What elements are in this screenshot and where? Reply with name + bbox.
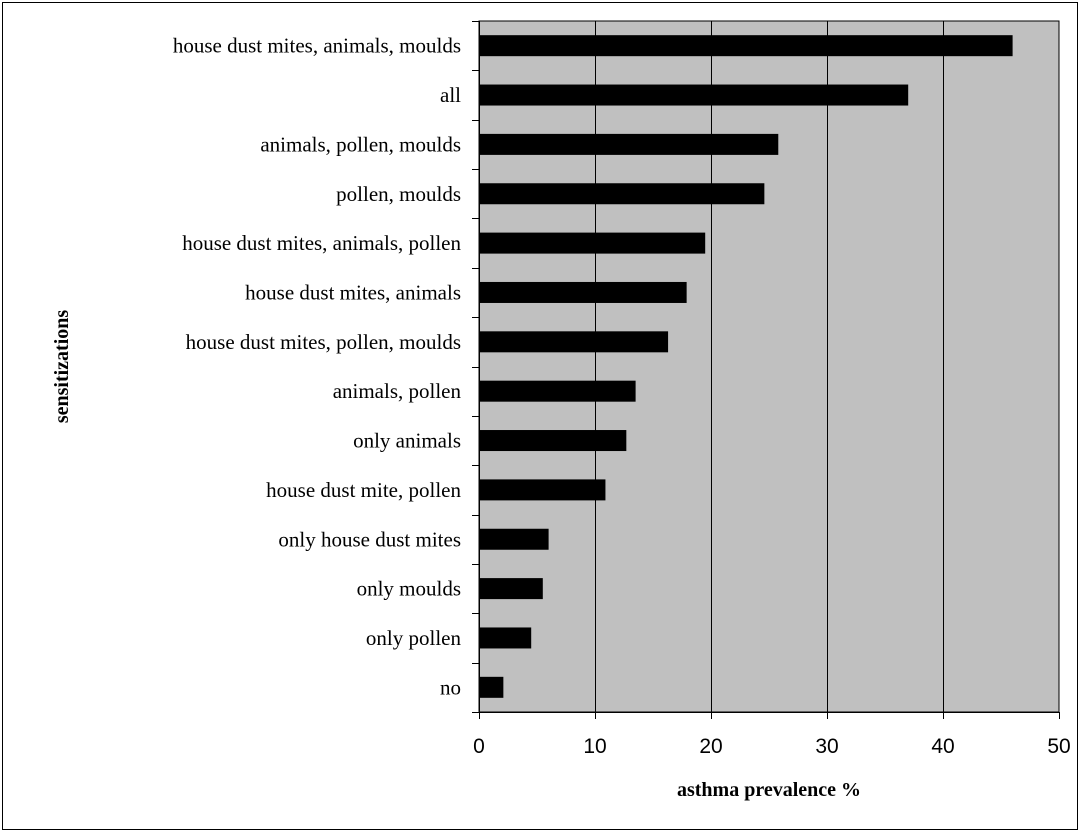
x-tick-label: 20 bbox=[699, 735, 722, 758]
axes bbox=[472, 21, 1060, 719]
category-label: house dust mites, animals, pollen bbox=[182, 231, 461, 255]
category-label: only house dust mites bbox=[278, 527, 461, 551]
bar-8 bbox=[479, 430, 627, 452]
bar-7 bbox=[479, 380, 636, 402]
bar-5 bbox=[479, 281, 687, 303]
bar-6 bbox=[479, 331, 669, 353]
bar-1 bbox=[479, 84, 909, 106]
bar-2 bbox=[479, 133, 779, 155]
category-label: only animals bbox=[353, 429, 461, 453]
category-label: only pollen bbox=[366, 626, 462, 650]
bar-10 bbox=[479, 528, 549, 550]
category-label: house dust mite, pollen bbox=[266, 478, 461, 502]
bar-4 bbox=[479, 232, 706, 254]
category-label: no bbox=[440, 675, 461, 699]
category-label: house dust mites, pollen, moulds bbox=[186, 330, 461, 354]
bars bbox=[479, 35, 1013, 698]
x-tick-label: 30 bbox=[815, 735, 838, 758]
bar-9 bbox=[479, 479, 606, 501]
category-label: all bbox=[440, 83, 461, 107]
category-label: pollen, moulds bbox=[336, 182, 461, 206]
plot-area bbox=[478, 20, 1060, 713]
x-tick-label: 40 bbox=[931, 735, 954, 758]
category-label: house dust mites, animals bbox=[245, 280, 461, 304]
bar-0 bbox=[479, 35, 1013, 57]
x-tick-label: 50 bbox=[1047, 735, 1070, 758]
x-tick-label: 0 bbox=[473, 735, 485, 758]
bar-11 bbox=[479, 578, 543, 600]
category-label: house dust mites, animals, moulds bbox=[173, 34, 461, 58]
x-axis-title: asthma prevalence % bbox=[677, 779, 861, 801]
category-labels: house dust mites, animals, moulds all anim… bbox=[173, 34, 462, 700]
bar-3 bbox=[479, 183, 765, 205]
x-tick-label: 10 bbox=[583, 735, 606, 758]
bar-12 bbox=[479, 627, 532, 649]
y-axis-title: sensitizations bbox=[51, 310, 73, 424]
bar-13 bbox=[479, 676, 504, 698]
category-label: animals, pollen, moulds bbox=[260, 132, 461, 156]
category-label: animals, pollen bbox=[333, 379, 462, 403]
x-tick-labels: 0 10 20 30 40 50 bbox=[473, 735, 1071, 758]
category-label: only moulds bbox=[357, 577, 461, 601]
